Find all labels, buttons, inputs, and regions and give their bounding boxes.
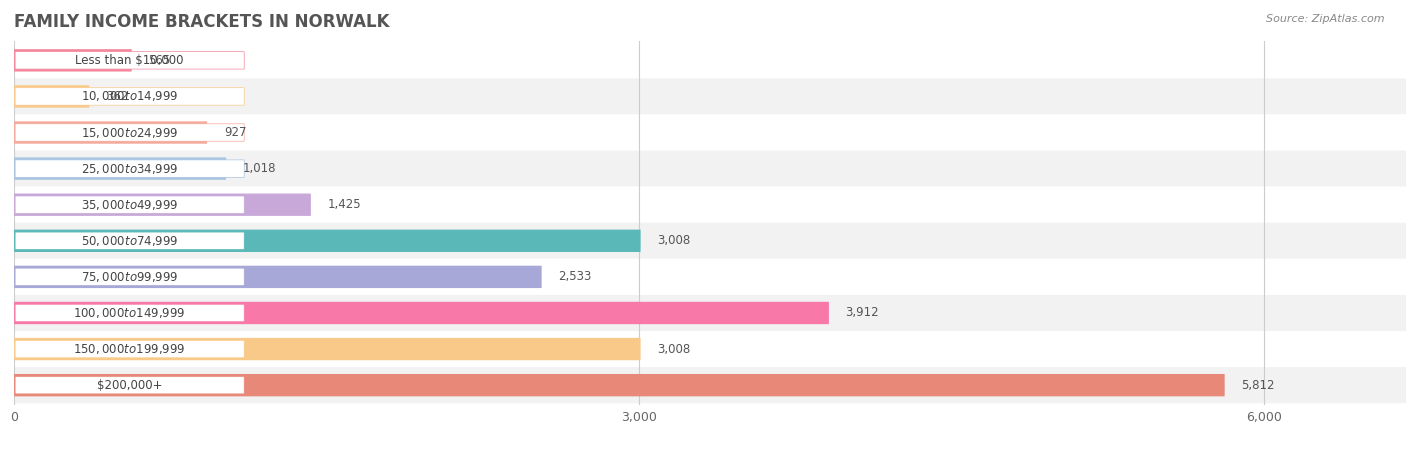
FancyBboxPatch shape: [14, 151, 1406, 187]
FancyBboxPatch shape: [14, 158, 226, 180]
FancyBboxPatch shape: [15, 232, 245, 249]
FancyBboxPatch shape: [14, 78, 1406, 114]
FancyBboxPatch shape: [14, 49, 132, 72]
Text: FAMILY INCOME BRACKETS IN NORWALK: FAMILY INCOME BRACKETS IN NORWALK: [14, 13, 389, 31]
Text: 5,812: 5,812: [1241, 378, 1275, 392]
Text: 565: 565: [149, 54, 170, 67]
Text: $10,000 to $14,999: $10,000 to $14,999: [82, 90, 179, 104]
FancyBboxPatch shape: [15, 304, 245, 322]
Text: $15,000 to $24,999: $15,000 to $24,999: [82, 126, 179, 140]
Text: Less than $10,000: Less than $10,000: [76, 54, 184, 67]
FancyBboxPatch shape: [15, 52, 245, 69]
Text: $150,000 to $199,999: $150,000 to $199,999: [73, 342, 186, 356]
FancyBboxPatch shape: [14, 114, 1406, 151]
Text: 1,018: 1,018: [243, 162, 276, 175]
Text: Source: ZipAtlas.com: Source: ZipAtlas.com: [1267, 14, 1385, 23]
FancyBboxPatch shape: [14, 223, 1406, 259]
Text: 2,533: 2,533: [558, 270, 592, 284]
FancyBboxPatch shape: [14, 230, 641, 252]
Text: 927: 927: [224, 126, 246, 139]
FancyBboxPatch shape: [14, 42, 1406, 78]
FancyBboxPatch shape: [14, 266, 541, 288]
FancyBboxPatch shape: [14, 374, 1225, 396]
FancyBboxPatch shape: [14, 187, 1406, 223]
Text: $75,000 to $99,999: $75,000 to $99,999: [82, 270, 179, 284]
Text: 362: 362: [105, 90, 128, 103]
Text: $100,000 to $149,999: $100,000 to $149,999: [73, 306, 186, 320]
FancyBboxPatch shape: [14, 367, 1406, 403]
FancyBboxPatch shape: [15, 196, 245, 213]
FancyBboxPatch shape: [15, 88, 245, 105]
FancyBboxPatch shape: [14, 338, 641, 360]
FancyBboxPatch shape: [15, 376, 245, 394]
FancyBboxPatch shape: [15, 124, 245, 141]
Text: $50,000 to $74,999: $50,000 to $74,999: [82, 234, 179, 248]
FancyBboxPatch shape: [15, 340, 245, 358]
Text: 1,425: 1,425: [328, 198, 361, 211]
FancyBboxPatch shape: [15, 160, 245, 177]
FancyBboxPatch shape: [14, 331, 1406, 367]
Text: $200,000+: $200,000+: [97, 378, 163, 392]
Text: 3,008: 3,008: [657, 234, 690, 248]
FancyBboxPatch shape: [14, 302, 830, 324]
Text: $25,000 to $34,999: $25,000 to $34,999: [82, 162, 179, 176]
Text: $35,000 to $49,999: $35,000 to $49,999: [82, 198, 179, 212]
FancyBboxPatch shape: [14, 122, 207, 144]
FancyBboxPatch shape: [14, 295, 1406, 331]
FancyBboxPatch shape: [14, 85, 90, 108]
Text: 3,912: 3,912: [845, 306, 879, 320]
Text: 3,008: 3,008: [657, 342, 690, 356]
FancyBboxPatch shape: [14, 194, 311, 216]
FancyBboxPatch shape: [15, 268, 245, 286]
FancyBboxPatch shape: [14, 259, 1406, 295]
